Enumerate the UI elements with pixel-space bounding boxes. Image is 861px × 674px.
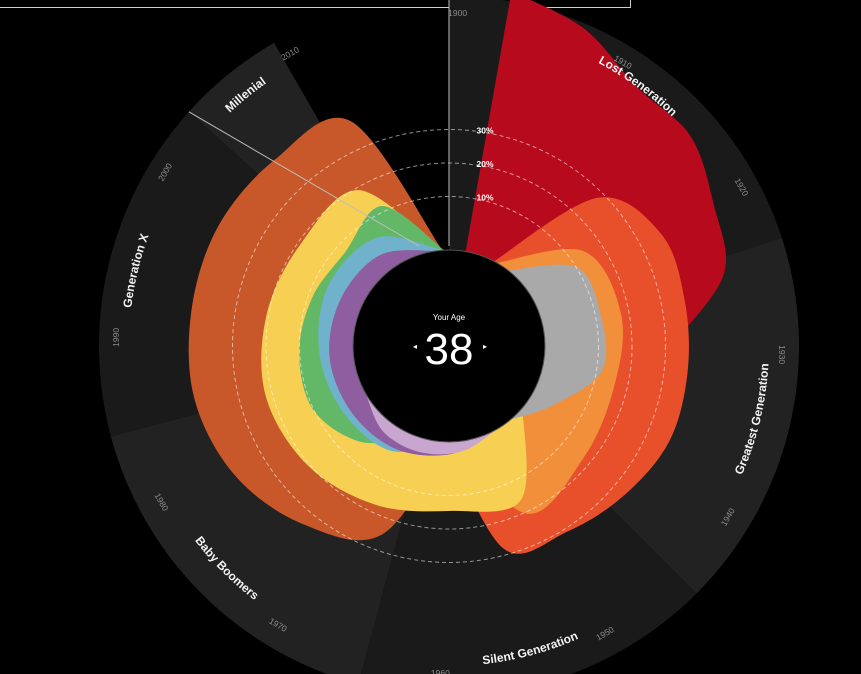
decrease-age-icon[interactable]: ◂ (413, 342, 417, 351)
year-tick-label: 2010 (279, 44, 301, 62)
center-circle (352, 249, 546, 443)
age-selector[interactable]: Your Age 38 ◂ ▸ (352, 249, 546, 443)
radial-tick-label: 30% (476, 126, 493, 136)
year-tick-label: 1960 (431, 668, 450, 674)
year-tick-label: 1930 (777, 345, 787, 364)
your-age-label: Your Age (433, 313, 466, 322)
increase-age-icon[interactable]: ▸ (483, 342, 487, 351)
radial-tick-label: 20% (476, 159, 493, 169)
age-value: 38 (425, 325, 474, 374)
year-tick-label: 1990 (111, 328, 121, 347)
gridline-30pct (232, 129, 666, 563)
top-panel-border (0, 0, 631, 8)
radial-tick-label: 10% (476, 193, 493, 203)
year-tick-label: 1900 (448, 8, 467, 18)
radial-gridlines (188, 0, 666, 563)
gridline-10pct (299, 196, 599, 496)
millenial-divider (188, 111, 420, 247)
